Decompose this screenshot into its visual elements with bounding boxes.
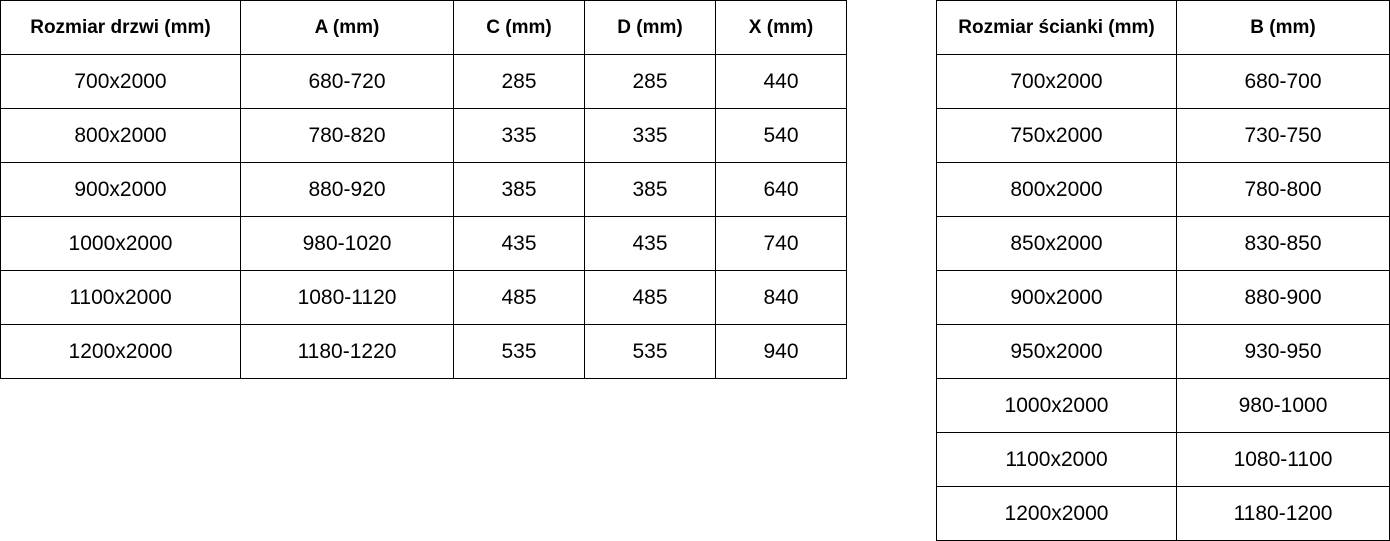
table-cell: 640	[715, 162, 847, 217]
table-row: 700x2000 680-700	[936, 54, 1390, 109]
column-header: A (mm)	[240, 0, 454, 55]
table-cell: 730-750	[1176, 108, 1390, 163]
table-row: 800x2000 780-800	[936, 162, 1390, 217]
table-cell: 1000x2000	[0, 216, 241, 271]
table-cell: 1000x2000	[936, 378, 1177, 433]
table-cell: 700x2000	[936, 54, 1177, 109]
table-cell: 1180-1200	[1176, 486, 1390, 541]
table-cell: 1200x2000	[936, 486, 1177, 541]
header-row: Rozmiar ścianki (mm) B (mm)	[936, 0, 1390, 55]
table-cell: 740	[715, 216, 847, 271]
table-row: 1000x2000 980-1020 435 435 740	[0, 216, 847, 271]
table-cell: 780-820	[240, 108, 454, 163]
table-cell: 840	[715, 270, 847, 325]
table-cell: 535	[584, 324, 716, 379]
table-cell: 1100x2000	[0, 270, 241, 325]
column-header: Rozmiar drzwi (mm)	[0, 0, 241, 55]
table-row: 1000x2000 980-1000	[936, 378, 1390, 433]
table-cell: 540	[715, 108, 847, 163]
table-row: 950x2000 930-950	[936, 324, 1390, 379]
table-row: 750x2000 730-750	[936, 108, 1390, 163]
header-row: Rozmiar drzwi (mm) A (mm) C (mm) D (mm) X (m…	[0, 0, 847, 55]
table-cell: 1180-1220	[240, 324, 454, 379]
table-cell: 335	[453, 108, 585, 163]
table-cell: 435	[584, 216, 716, 271]
table-cell: 1200x2000	[0, 324, 241, 379]
table-cell: 940	[715, 324, 847, 379]
table-cell: 385	[584, 162, 716, 217]
table-cell: 830-850	[1176, 216, 1390, 271]
table-row: 900x2000 880-920 385 385 640	[0, 162, 847, 217]
column-header: Rozmiar ścianki (mm)	[936, 0, 1177, 55]
table-cell: 1080-1100	[1176, 432, 1390, 487]
table-row: 1200x2000 1180-1200	[936, 486, 1390, 541]
table-cell: 485	[584, 270, 716, 325]
table-cell: 535	[453, 324, 585, 379]
table-row: 1100x2000 1080-1120 485 485 840	[0, 270, 847, 325]
table-cell: 880-900	[1176, 270, 1390, 325]
table-cell: 1100x2000	[936, 432, 1177, 487]
table-cell: 950x2000	[936, 324, 1177, 379]
table-cell: 700x2000	[0, 54, 241, 109]
table-cell: 780-800	[1176, 162, 1390, 217]
table-row: 1200x2000 1180-1220 535 535 940	[0, 324, 847, 379]
table-cell: 880-920	[240, 162, 454, 217]
table-cell: 335	[584, 108, 716, 163]
table-row: 700x2000 680-720 285 285 440	[0, 54, 847, 109]
column-header: X (mm)	[715, 0, 847, 55]
table-cell: 285	[453, 54, 585, 109]
table-cell: 285	[584, 54, 716, 109]
table-cell: 900x2000	[936, 270, 1177, 325]
door-size-table: Rozmiar drzwi (mm) A (mm) C (mm) D (mm) X (m…	[0, 0, 847, 379]
table-cell: 680-720	[240, 54, 454, 109]
table-row: 1100x2000 1080-1100	[936, 432, 1390, 487]
table-cell: 680-700	[1176, 54, 1390, 109]
table-cell: 440	[715, 54, 847, 109]
table-row: 850x2000 830-850	[936, 216, 1390, 271]
column-header: C (mm)	[453, 0, 585, 55]
table-cell: 980-1020	[240, 216, 454, 271]
table-cell: 385	[453, 162, 585, 217]
table-cell: 850x2000	[936, 216, 1177, 271]
table-cell: 900x2000	[0, 162, 241, 217]
table-cell: 1080-1120	[240, 270, 454, 325]
table-cell: 435	[453, 216, 585, 271]
table-cell: 980-1000	[1176, 378, 1390, 433]
table-cell: 750x2000	[936, 108, 1177, 163]
wall-size-table: Rozmiar ścianki (mm) B (mm) 700x2000 680-70…	[936, 0, 1390, 541]
table-row: 900x2000 880-900	[936, 270, 1390, 325]
table-row: 800x2000 780-820 335 335 540	[0, 108, 847, 163]
table-cell: 800x2000	[0, 108, 241, 163]
column-header: D (mm)	[584, 0, 716, 55]
table-cell: 930-950	[1176, 324, 1390, 379]
table-cell: 485	[453, 270, 585, 325]
table-cell: 800x2000	[936, 162, 1177, 217]
column-header: B (mm)	[1176, 0, 1390, 55]
